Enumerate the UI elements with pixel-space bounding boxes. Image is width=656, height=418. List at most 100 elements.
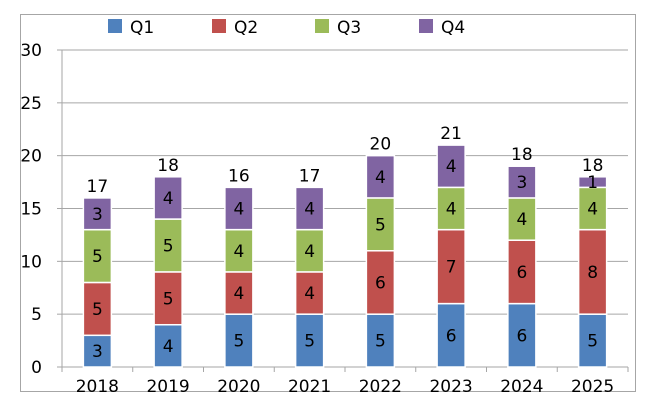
data-label: 5 bbox=[163, 289, 174, 309]
data-label: 3 bbox=[92, 342, 103, 362]
bar-group-2021: 5 4 4 4 17 2021 bbox=[288, 166, 331, 397]
bar-segment-q4 bbox=[294, 186, 325, 231]
legend-swatch bbox=[315, 19, 329, 33]
data-label: 4 bbox=[233, 200, 244, 220]
bar-segment-q4 bbox=[436, 144, 466, 189]
bar-segment-q1 bbox=[577, 313, 608, 368]
x-tick-label: 2020 bbox=[217, 377, 260, 397]
data-label: 5 bbox=[587, 332, 598, 352]
y-tick-label: 10 bbox=[20, 252, 42, 272]
total-label: 18 bbox=[157, 156, 179, 176]
legend-item-q4: Q4 bbox=[419, 18, 465, 38]
bar-segment-q2 bbox=[507, 239, 537, 305]
bar-group-2022: 5 6 5 4 20 2022 bbox=[359, 135, 402, 397]
bar-segment-q3 bbox=[294, 228, 325, 273]
data-label: 4 bbox=[516, 210, 527, 230]
bar-segment-q4 bbox=[365, 154, 396, 199]
data-label: 4 bbox=[304, 242, 315, 262]
data-label: 5 bbox=[375, 215, 386, 235]
total-label: 17 bbox=[299, 166, 321, 186]
chart-frame bbox=[20, 14, 636, 392]
legend-swatch bbox=[419, 19, 433, 33]
bar-segment-q4 bbox=[577, 176, 608, 189]
data-label: 7 bbox=[446, 258, 457, 278]
total-label: 17 bbox=[87, 177, 109, 197]
data-label: 6 bbox=[516, 263, 527, 283]
data-label: 4 bbox=[163, 337, 174, 357]
legend-item-q3: Q3 bbox=[315, 18, 361, 38]
total-label: 18 bbox=[511, 145, 533, 165]
bar-segment-q2 bbox=[577, 228, 608, 315]
gridlines bbox=[62, 49, 628, 315]
data-label: 4 bbox=[446, 200, 457, 220]
data-label: 4 bbox=[587, 200, 598, 220]
bar-group-2023: 6 7 4 4 21 2023 bbox=[429, 124, 472, 397]
data-label: 8 bbox=[587, 263, 598, 283]
bar-segment-q3 bbox=[365, 197, 396, 252]
x-tick-label: 2025 bbox=[571, 377, 614, 397]
x-tick-label: 2022 bbox=[359, 377, 402, 397]
legend-swatch bbox=[212, 19, 226, 33]
data-label: 4 bbox=[304, 200, 315, 220]
legend-item-q1: Q1 bbox=[108, 18, 154, 38]
x-tick-label: 2021 bbox=[288, 377, 331, 397]
total-label: 21 bbox=[440, 124, 462, 144]
data-label: 6 bbox=[375, 273, 386, 293]
bar-segment-q1 bbox=[436, 302, 466, 368]
y-tick-label: 15 bbox=[20, 200, 42, 220]
x-tick-label: 2023 bbox=[429, 377, 472, 397]
bar-segment-q4 bbox=[153, 176, 183, 220]
bar-segment-q1 bbox=[82, 334, 113, 368]
y-tick-label: 0 bbox=[31, 358, 42, 378]
y-tick-label: 30 bbox=[20, 41, 42, 61]
x-tick-label: 2018 bbox=[76, 377, 119, 397]
bar-segment-q3 bbox=[436, 186, 466, 231]
bar-segment-q4 bbox=[224, 186, 254, 231]
legend-item-q2: Q2 bbox=[212, 18, 258, 38]
total-label: 20 bbox=[370, 135, 392, 155]
data-label: 4 bbox=[446, 157, 457, 177]
total-label: 18 bbox=[582, 156, 604, 176]
data-label: 4 bbox=[304, 284, 315, 304]
bar-segment-q1 bbox=[294, 313, 325, 368]
legend-label: Q1 bbox=[130, 18, 154, 38]
data-label: 5 bbox=[92, 300, 103, 320]
legend-label: Q2 bbox=[234, 18, 258, 38]
data-label: 5 bbox=[92, 247, 103, 267]
data-label: 1 bbox=[587, 173, 598, 193]
data-label: 5 bbox=[233, 332, 244, 352]
data-label: 4 bbox=[163, 189, 174, 209]
bar-group-2018: 3 5 5 3 17 2018 bbox=[76, 177, 119, 397]
y-tick-label: 20 bbox=[20, 147, 42, 167]
bar-group-2019: 4 5 5 4 18 2019 bbox=[146, 156, 189, 397]
bar-segment-q4 bbox=[82, 197, 113, 231]
data-label: 6 bbox=[516, 326, 527, 346]
bar-segment-q2 bbox=[294, 271, 325, 315]
legend-label: Q3 bbox=[337, 18, 361, 38]
data-label: 4 bbox=[233, 242, 244, 262]
bar-segment-q2 bbox=[153, 271, 183, 326]
data-label: 4 bbox=[233, 284, 244, 304]
bar-segment-q3 bbox=[224, 228, 254, 273]
bar-segment-q2 bbox=[82, 281, 113, 337]
y-tick-label: 5 bbox=[31, 305, 42, 325]
legend-swatch bbox=[108, 19, 122, 33]
bar-segment-q1 bbox=[224, 313, 254, 368]
data-label: 5 bbox=[163, 236, 174, 256]
data-label: 6 bbox=[446, 326, 457, 346]
data-label: 5 bbox=[375, 332, 386, 352]
y-tick-label: 25 bbox=[20, 94, 42, 114]
data-label: 4 bbox=[375, 168, 386, 188]
total-label: 16 bbox=[228, 166, 250, 186]
bar-segment-q1 bbox=[365, 313, 396, 368]
bar-group-2024: 6 6 4 3 18 2024 bbox=[500, 145, 543, 397]
legend-label: Q4 bbox=[441, 18, 465, 38]
bar-group-2025: 5 8 4 118 2025 bbox=[571, 156, 614, 397]
legend: Q1 Q2 Q3 Q4 bbox=[108, 18, 465, 38]
data-label: 5 bbox=[304, 332, 315, 352]
bar-segment-q3 bbox=[507, 197, 537, 241]
bars: 3553172018455418201954441620205444172021… bbox=[76, 124, 615, 397]
data-label: 3 bbox=[516, 173, 527, 193]
data-label: 3 bbox=[92, 205, 103, 225]
